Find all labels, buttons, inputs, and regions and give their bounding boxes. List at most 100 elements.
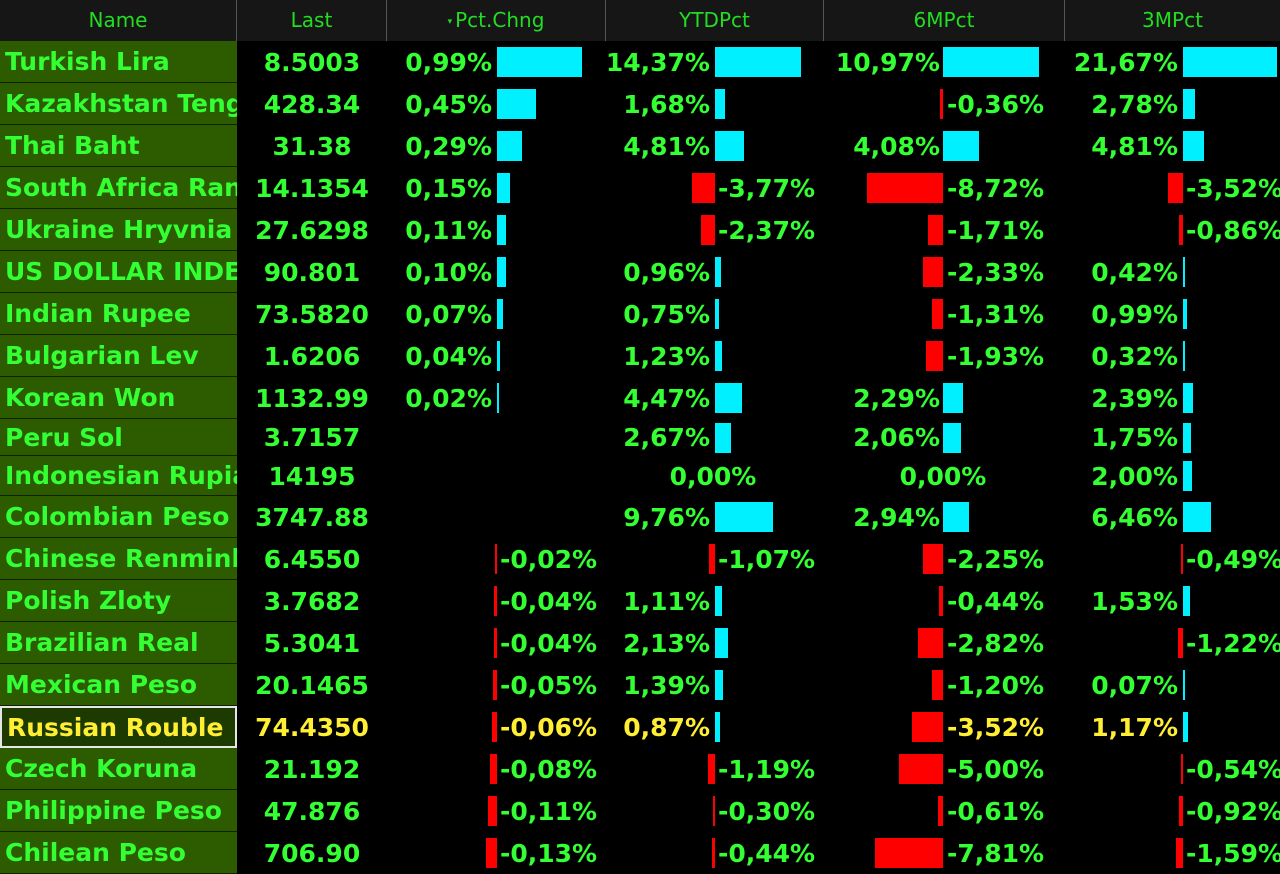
table-row[interactable]: Turkish Lira 8.5003 0,99% 14,37% 10,97% 21,67…: [0, 41, 1280, 83]
pct-value: 0,29%: [405, 131, 492, 161]
m3-bar: [1183, 89, 1195, 119]
table-row[interactable]: Polish Zloty 3.7682 -0,04% 1,11% -0,44% 1,53%: [0, 580, 1280, 622]
currency-name[interactable]: Indian Rupee: [0, 293, 237, 335]
currency-name[interactable]: Thai Baht: [0, 125, 237, 167]
pct-value: 0,11%: [405, 215, 492, 245]
column-header-last[interactable]: Last: [237, 0, 387, 41]
last-price: 8.5003: [263, 47, 361, 77]
last-price: 20.1465: [255, 670, 369, 700]
m6-bar: [943, 47, 1039, 77]
table-row[interactable]: South Africa Rand 14.1354 0,15% -3,77% -8,72…: [0, 167, 1280, 209]
currency-name[interactable]: Korean Won: [0, 377, 237, 419]
ytd-bar: [701, 215, 715, 245]
m6-value: -7,81%: [947, 838, 1045, 868]
currency-name[interactable]: Turkish Lira: [0, 41, 237, 83]
table-row[interactable]: Brazilian Real 5.3041 -0,04% 2,13% -2,82% -1,…: [0, 622, 1280, 664]
currency-name[interactable]: Philippine Peso: [0, 790, 237, 832]
pct-value: -0,02%: [500, 544, 598, 574]
pct-bar: [495, 544, 497, 574]
column-header-name[interactable]: Name: [0, 0, 237, 41]
currency-name[interactable]: Brazilian Real: [0, 622, 237, 664]
m3-bar: [1168, 173, 1183, 203]
pct-value: 0,45%: [405, 89, 492, 119]
column-header-pct-chng[interactable]: ▾ Pct.Chng: [387, 0, 606, 41]
currency-name[interactable]: Colombian Peso: [0, 496, 237, 538]
m6-value: -0,36%: [947, 89, 1045, 119]
currency-name[interactable]: US DOLLAR INDE/c: [0, 251, 237, 293]
pct-bar: [497, 47, 582, 77]
pct-value: -0,06%: [500, 712, 598, 742]
currency-name[interactable]: Indonesian Rupiah: [0, 456, 237, 496]
ytd-value: 0,87%: [623, 712, 710, 742]
pct-value: -0,04%: [500, 628, 598, 658]
table-row[interactable]: Chinese Renminbi 6.4550 -0,02% -1,07% -2,25%…: [0, 538, 1280, 580]
table-row[interactable]: Bulgarian Lev 1.6206 0,04% 1,23% -1,93% 0,32%: [0, 335, 1280, 377]
m3-value: -0,49%: [1186, 544, 1280, 574]
table-row[interactable]: Peru Sol 3.7157 2,67% 2,06% 1,75%: [0, 419, 1280, 456]
currency-name[interactable]: South Africa Rand: [0, 167, 237, 209]
currency-name[interactable]: Bulgarian Lev: [0, 335, 237, 377]
ytd-bar: [715, 131, 744, 161]
pct-value: 0,99%: [405, 47, 492, 77]
m3-value: 2,00%: [1091, 461, 1178, 491]
currency-name[interactable]: Chilean Peso: [0, 832, 237, 874]
last-price: 428.34: [263, 89, 361, 119]
table-row[interactable]: Korean Won 1132.99 0,02% 4,47% 2,29% 2,39%: [0, 377, 1280, 419]
last-price: 3.7157: [263, 423, 361, 452]
table-row[interactable]: Thai Baht 31.38 0,29% 4,81% 4,08% 4,81%: [0, 125, 1280, 167]
m6-value: -0,44%: [947, 586, 1045, 616]
m3-bar: [1183, 670, 1185, 700]
table-row[interactable]: Ukraine Hryvnia 27.6298 0,11% -2,37% -1,71% -…: [0, 209, 1280, 251]
m6-bar: [932, 299, 943, 329]
currency-name[interactable]: Russian Rouble: [0, 706, 237, 748]
column-header-3m-label: 3MPct: [1142, 8, 1203, 32]
m6-value: -8,72%: [947, 173, 1045, 203]
pct-bar: [490, 754, 497, 784]
ytd-bar: [709, 544, 715, 574]
m6-bar: [939, 586, 943, 616]
currency-name[interactable]: Polish Zloty: [0, 580, 237, 622]
currency-name[interactable]: Peru Sol: [0, 419, 237, 456]
m6-value: -2,82%: [947, 628, 1045, 658]
table-row[interactable]: Indian Rupee 73.5820 0,07% 0,75% -1,31% 0,99%: [0, 293, 1280, 335]
m6-value: -2,33%: [947, 257, 1045, 287]
currency-name[interactable]: Mexican Peso: [0, 664, 237, 706]
table-row[interactable]: Russian Rouble 74.4350 -0,06% 0,87% -3,52% 1,…: [0, 706, 1280, 748]
m3-value: -1,59%: [1186, 838, 1280, 868]
last-price: 5.3041: [263, 628, 361, 658]
ytd-bar: [712, 838, 715, 868]
table-row[interactable]: Chilean Peso 706.90 -0,13% -0,44% -7,81% -1,5…: [0, 832, 1280, 874]
table-row[interactable]: Mexican Peso 20.1465 -0,05% 1,39% -1,20% 0,07…: [0, 664, 1280, 706]
m3-bar: [1181, 544, 1183, 574]
table-row[interactable]: Philippine Peso 47.876 -0,11% -0,30% -0,61% -…: [0, 790, 1280, 832]
pct-bar: [497, 383, 499, 413]
column-header-ytd[interactable]: YTDPct: [606, 0, 824, 41]
table-row[interactable]: Kazakhstan Tenge 428.34 0,45% 1,68% -0,36% 2,…: [0, 83, 1280, 125]
last-price: 73.5820: [255, 299, 369, 329]
m6-value: -0,61%: [947, 796, 1045, 826]
ytd-bar: [715, 383, 742, 413]
table-row[interactable]: US DOLLAR INDE/c 90.801 0,10% 0,96% -2,33% 0,…: [0, 251, 1280, 293]
currency-name[interactable]: Czech Koruna: [0, 748, 237, 790]
column-header-6m[interactable]: 6MPct: [824, 0, 1065, 41]
ytd-value: 1,23%: [623, 341, 710, 371]
pct-value: -0,08%: [500, 754, 598, 784]
m3-value: 1,75%: [1091, 423, 1178, 452]
column-header-3m[interactable]: 3MPct: [1065, 0, 1280, 41]
table-row[interactable]: Czech Koruna 21.192 -0,08% -1,19% -5,00% -0,5…: [0, 748, 1280, 790]
ytd-value: 4,47%: [623, 383, 710, 413]
last-price: 21.192: [263, 754, 361, 784]
column-header-name-label: Name: [88, 8, 148, 32]
m6-bar: [912, 712, 943, 742]
m3-bar: [1176, 838, 1183, 868]
table-row[interactable]: Indonesian Rupiah 14195 0,00% 0,00% 2,00%: [0, 456, 1280, 496]
ytd-bar: [715, 341, 722, 371]
currency-name[interactable]: Ukraine Hryvnia: [0, 209, 237, 251]
ytd-bar: [715, 89, 725, 119]
currency-name[interactable]: Kazakhstan Tenge: [0, 83, 237, 125]
table-row[interactable]: Colombian Peso 3747.88 9,76% 2,94% 6,46%: [0, 496, 1280, 538]
m6-value: 2,06%: [853, 423, 940, 452]
currency-name[interactable]: Chinese Renminbi: [0, 538, 237, 580]
m3-value: 1,53%: [1091, 586, 1178, 616]
m6-bar: [926, 341, 943, 371]
